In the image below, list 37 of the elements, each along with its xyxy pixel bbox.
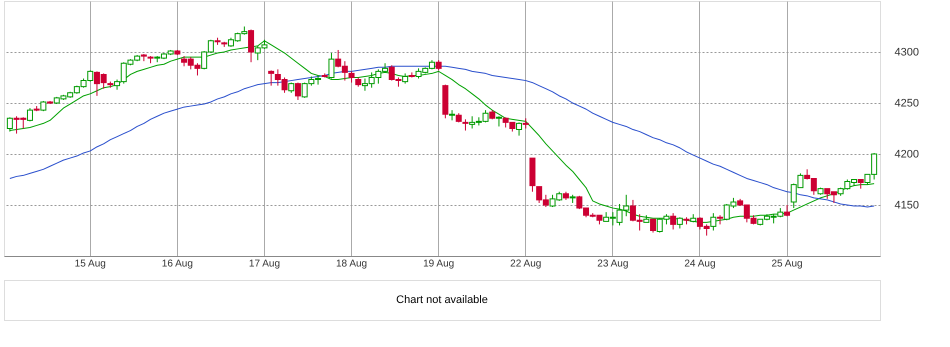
candlestick [328,52,334,80]
x-tick-label: 22 Aug [510,258,542,270]
candlestick [348,70,355,84]
x-tick-label: 15 Aug [74,258,106,270]
candlestick [784,204,790,217]
y-tick-label: 4300 [894,46,919,58]
candlestick [489,110,496,120]
candlestick [288,82,294,94]
candlestick [294,82,301,100]
x-tick-label: 24 Aug [684,258,716,270]
candlestick [496,116,502,127]
candlestick [456,112,462,123]
candlestick [402,72,408,84]
candlestick [26,108,33,122]
candlestick [40,100,46,112]
x-tick-label: 17 Aug [248,258,280,270]
x-tick-label: 18 Aug [336,258,368,270]
candlestick [449,110,456,121]
candlestick [522,118,529,129]
text: Chart not available [396,294,488,306]
x-tick-label: 19 Aug [423,258,454,270]
y-tick-label: 4150 [894,200,919,212]
y-tick-label: 4200 [894,148,919,160]
candlestick [670,212,676,230]
x-tick-label: 25 Aug [771,258,803,270]
y-tick-label: 4250 [894,98,919,110]
candlestick [436,60,442,71]
candlestick [268,70,274,86]
candlestick [858,179,864,190]
x-tick-label: 16 Aug [162,258,193,270]
candlestick [717,214,724,225]
candlestick [355,77,362,88]
x-tick-label: 23 Aug [597,258,628,270]
candlestick [462,118,468,132]
candlestick [516,122,522,136]
candlestick [650,218,656,234]
candlestick [248,29,254,63]
